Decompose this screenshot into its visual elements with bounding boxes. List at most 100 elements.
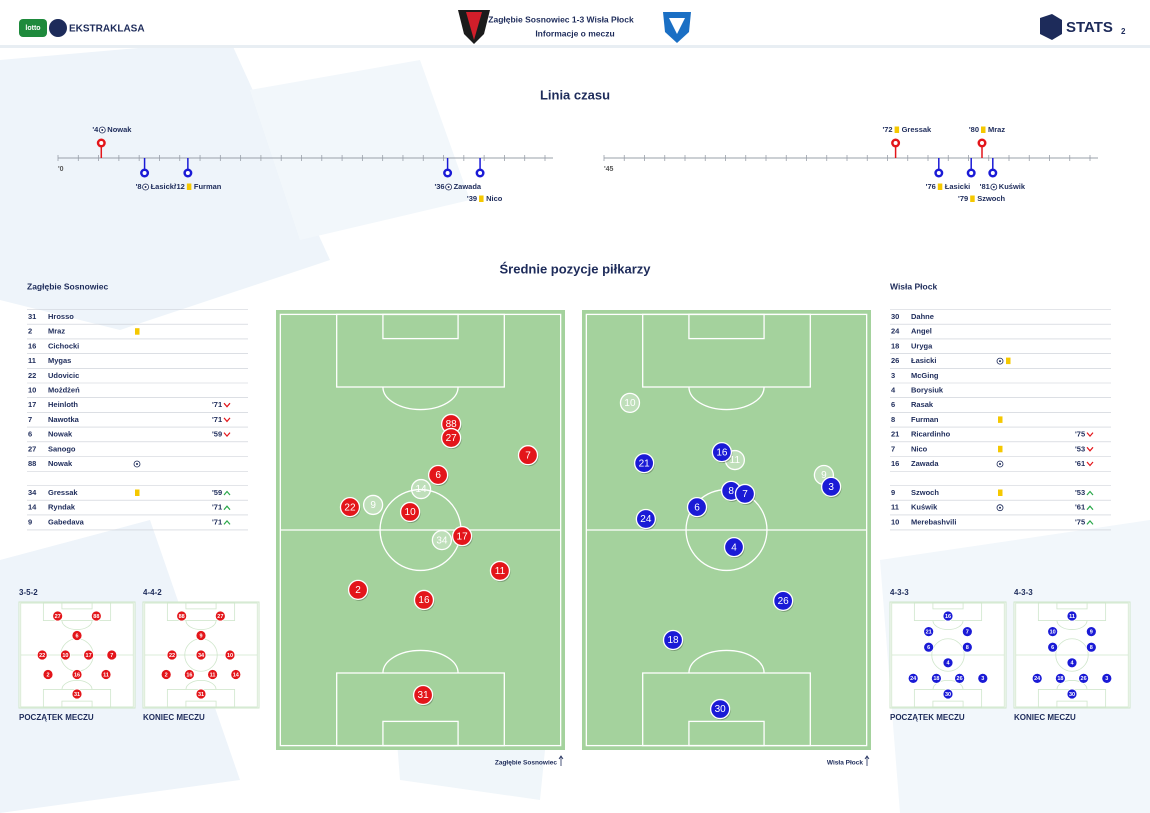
marker-number: 7 <box>742 489 748 500</box>
formation-name: 4-3-3 <box>1014 588 1033 597</box>
player-marker: 3 <box>820 476 842 498</box>
marker-circle <box>820 476 842 498</box>
mini-marker <box>195 688 207 700</box>
mini-marker <box>100 669 112 680</box>
yellow-card <box>1006 357 1011 365</box>
mini-marker <box>83 649 94 661</box>
player-name: Nawotka <box>48 415 80 424</box>
player-marker: 24 <box>635 508 657 530</box>
event-player: Gressak <box>902 125 932 134</box>
mini-marker <box>71 669 83 680</box>
player-name: Borysiuk <box>911 385 944 394</box>
ball-center <box>999 506 1001 509</box>
sub-in-arrow <box>1086 519 1094 525</box>
mini-marker <box>942 610 954 622</box>
team-name: Wisła Płock <box>890 281 937 291</box>
pitch-line <box>932 620 964 630</box>
marker-number: 9 <box>821 470 827 481</box>
player-name: Ricardinho <box>911 430 951 439</box>
yellow-card <box>998 489 1003 496</box>
player-marker: 30 <box>709 698 731 721</box>
header-bar <box>0 0 1150 45</box>
event-minute: '81 <box>980 182 990 191</box>
pitch-line <box>688 720 765 747</box>
mini-number: 7 <box>966 629 969 635</box>
event-minute: '72 <box>882 125 892 134</box>
yellow-card <box>937 183 943 190</box>
match-subtitle: Informacje o meczu <box>535 28 614 38</box>
goal-icon <box>133 460 141 468</box>
mini-number: 88 <box>179 614 185 620</box>
sub-in-arrow <box>223 490 231 496</box>
mini-number: 7 <box>110 653 113 659</box>
pitch-line <box>61 620 93 630</box>
ball-center <box>992 186 995 188</box>
player-number: 9 <box>891 488 895 497</box>
league-logo: lotto EKSTRAKLASA <box>19 19 145 37</box>
direction-arrow-head <box>864 755 870 760</box>
player-number: 11 <box>28 356 36 365</box>
player-number: 2 <box>28 327 32 336</box>
mini-number: 2 <box>165 672 168 678</box>
sub-in-arrow <box>1086 490 1094 496</box>
team-block: Zagłębie Sosnowiec 31 Hrosso 2 Mraz 16 Cichock… <box>27 281 564 767</box>
brand: STATS <box>1066 19 1113 36</box>
marker-circle <box>410 478 432 500</box>
positions-title: Średnie pozycje piłkarzy <box>499 261 651 276</box>
player-name: Merebashvili <box>911 517 956 526</box>
player-marker: 16 <box>711 441 733 464</box>
player-number: 21 <box>891 430 899 439</box>
formation-name: 4-4-2 <box>143 588 162 597</box>
event-player: Zawada <box>454 182 482 191</box>
goal-icon <box>990 183 998 191</box>
marker-circle <box>772 590 794 611</box>
stats-logo: STATS 2 <box>1040 14 1126 40</box>
sub-minute: '59 <box>212 430 222 439</box>
player-marker: 10 <box>399 501 421 523</box>
marker-circle <box>686 496 708 518</box>
player-number: 22 <box>28 371 36 380</box>
timeline-half: '45 '72 Gressak '76 Łasicki '79 Szwoch '80 Mraz '… <box>603 125 1098 203</box>
yellow-card <box>135 489 140 496</box>
pitch-line <box>932 680 964 690</box>
marker-number: 30 <box>715 704 727 715</box>
marker-number: 16 <box>716 447 728 458</box>
pitch-line <box>382 386 459 411</box>
event-player: Furman <box>194 182 222 191</box>
marker-number: 10 <box>624 398 636 409</box>
pitch: 88 27 7 6 14 9 22 10 34 17 11 2 16 31 <box>276 310 565 750</box>
event-player: Kuświk <box>999 182 1026 191</box>
mini-marker <box>923 626 935 637</box>
direction-arrow-head <box>558 755 564 760</box>
ball-center <box>136 463 138 465</box>
player-number: 16 <box>28 341 36 350</box>
sub-marker: 34 <box>431 529 453 551</box>
pitch-line <box>185 602 217 610</box>
team-block: Wisła Płock 30 Dahne 24 Angel 18 Uryga 26 Łasick… <box>827 281 1111 767</box>
marker-circle <box>399 501 421 523</box>
mini-number: 11 <box>103 672 109 678</box>
mini-marker <box>1085 641 1097 653</box>
mini-marker <box>1047 626 1059 637</box>
mini-marker <box>166 649 178 661</box>
yellow-card <box>894 126 900 133</box>
pitch-line <box>61 680 93 690</box>
player-number: 6 <box>28 430 32 439</box>
sub-out-arrow <box>1086 432 1094 438</box>
sub-in-arrow <box>223 519 231 525</box>
player-marker: 7 <box>517 445 539 467</box>
mini-marker <box>42 669 54 680</box>
player-name: Kuświk <box>911 503 938 512</box>
pin-dot <box>142 171 147 175</box>
sub-minute: '71 <box>212 517 222 526</box>
marker-number: 34 <box>436 535 448 546</box>
home-crest <box>458 10 490 44</box>
sub-out-arrow <box>223 402 231 408</box>
sub-out-arrow <box>1086 461 1094 467</box>
mini-number: 10 <box>227 653 233 659</box>
marker-number: 14 <box>416 484 428 495</box>
pitch-line <box>61 602 93 610</box>
event-pin <box>475 158 485 178</box>
mini-marker <box>1066 610 1078 622</box>
yellow-card <box>479 195 484 202</box>
